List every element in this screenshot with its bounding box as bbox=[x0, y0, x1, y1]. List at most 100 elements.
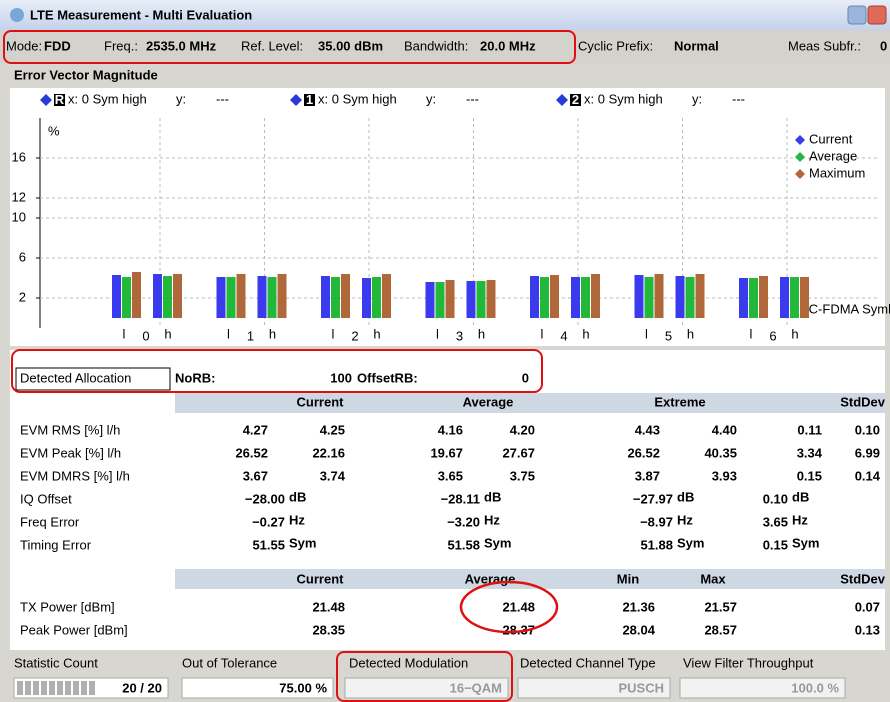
cell: 4.43 bbox=[635, 422, 660, 437]
status-field bbox=[517, 677, 671, 699]
y-tick-label: 16 bbox=[12, 149, 26, 164]
x-tick-label: l bbox=[332, 326, 335, 341]
table-header: Average bbox=[463, 394, 514, 409]
close-button[interactable] bbox=[867, 5, 887, 25]
cell: 26.52 bbox=[235, 445, 268, 460]
bar bbox=[362, 278, 371, 318]
bar bbox=[530, 276, 539, 318]
progress-segment bbox=[41, 681, 47, 695]
marker-y: --- bbox=[216, 91, 229, 106]
table-header-2 bbox=[175, 569, 885, 589]
bar bbox=[675, 276, 685, 318]
marker-y-label: y: bbox=[176, 91, 186, 106]
x-tick-label: l bbox=[227, 326, 230, 341]
table-background bbox=[10, 392, 885, 650]
row-label: EVM RMS [%] l/h bbox=[20, 422, 120, 437]
app-icon bbox=[10, 8, 24, 22]
x-group-label: 6 bbox=[769, 328, 776, 343]
info-value: 2535.0 MHz bbox=[146, 38, 217, 53]
cell: 27.67 bbox=[502, 445, 535, 460]
legend-label: Average bbox=[809, 148, 857, 163]
cell-unit: dB bbox=[677, 489, 694, 504]
info-label: Freq.: bbox=[104, 38, 138, 53]
cell: 3.75 bbox=[510, 468, 535, 483]
cell-unit: Hz bbox=[677, 512, 693, 527]
cell: 21.36 bbox=[622, 599, 655, 614]
chart-title: Error Vector Magnitude bbox=[14, 67, 158, 82]
bar bbox=[173, 274, 182, 318]
cell-unit: Hz bbox=[289, 512, 305, 527]
cell: 0.15 bbox=[763, 537, 788, 552]
cell: 3.93 bbox=[712, 468, 737, 483]
annotation-box bbox=[3, 30, 576, 64]
cell: 21.48 bbox=[312, 599, 345, 614]
cell-unit: dB bbox=[484, 489, 501, 504]
cell: 3.34 bbox=[797, 445, 823, 460]
cell: 3.65 bbox=[438, 468, 463, 483]
row-label: Freq Error bbox=[20, 514, 80, 529]
status-value: 100.0 % bbox=[791, 680, 839, 695]
bar bbox=[571, 277, 580, 318]
minimize-button[interactable] bbox=[847, 5, 867, 25]
table-header: StdDev bbox=[840, 394, 886, 409]
cell: 19.67 bbox=[430, 445, 463, 460]
cell: 0.13 bbox=[855, 622, 880, 637]
progress-segment bbox=[49, 681, 55, 695]
bar bbox=[257, 276, 267, 318]
cell: 4.25 bbox=[320, 422, 345, 437]
x-group-label: 1 bbox=[247, 328, 254, 343]
cell: 3.65 bbox=[763, 514, 788, 529]
marker-y-label: y: bbox=[692, 91, 702, 106]
cell: 22.16 bbox=[312, 445, 345, 460]
x-tick-label: l bbox=[645, 326, 648, 341]
marker-id: R bbox=[55, 92, 65, 107]
bar bbox=[581, 277, 590, 318]
bar bbox=[321, 276, 330, 318]
bar bbox=[540, 277, 549, 318]
x-tick-label: h bbox=[791, 326, 798, 341]
progress-segment bbox=[65, 681, 71, 695]
cell: −27.97 bbox=[633, 491, 673, 506]
cell: 21.57 bbox=[704, 599, 737, 614]
cell-unit: dB bbox=[792, 489, 809, 504]
progress-segment bbox=[25, 681, 31, 695]
cell: 4.16 bbox=[438, 422, 463, 437]
row-label: EVM Peak [%] l/h bbox=[20, 445, 121, 460]
marker-y-label: y: bbox=[426, 91, 436, 106]
x-tick-label: l bbox=[750, 326, 753, 341]
progress-segment bbox=[33, 681, 39, 695]
marker-id: 2 bbox=[572, 92, 579, 107]
x-tick-label: l bbox=[436, 326, 439, 341]
table-header: Min bbox=[617, 571, 639, 586]
bar bbox=[749, 278, 758, 318]
marker-icon bbox=[40, 94, 52, 106]
marker-icon bbox=[556, 94, 568, 106]
marker-y: --- bbox=[466, 91, 479, 106]
x-tick-label: h bbox=[687, 326, 694, 341]
bar bbox=[466, 281, 476, 318]
info-value: 35.00 dBm bbox=[318, 38, 383, 53]
cell: −3.20 bbox=[447, 514, 480, 529]
bar bbox=[341, 274, 350, 318]
bar bbox=[267, 277, 277, 318]
marker-x: x: 0 Sym high bbox=[68, 91, 147, 106]
cell: 28.37 bbox=[502, 622, 535, 637]
cell: 28.35 bbox=[312, 622, 345, 637]
cell-unit: Hz bbox=[792, 512, 808, 527]
y-tick-label: 10 bbox=[12, 209, 26, 224]
legend-label: Current bbox=[809, 131, 853, 146]
info-value: 0 bbox=[880, 38, 887, 53]
info-label: Ref. Level: bbox=[241, 38, 303, 53]
status-value: 75.00 % bbox=[279, 680, 327, 695]
status-value: 20 / 20 bbox=[122, 680, 162, 695]
marker-x: x: 0 Sym high bbox=[584, 91, 663, 106]
legend-swatch bbox=[795, 169, 805, 179]
cell: 4.40 bbox=[712, 422, 737, 437]
row-label: TX Power [dBm] bbox=[20, 599, 115, 614]
y-tick-label: 2 bbox=[19, 289, 26, 304]
marker-x: x: 0 Sym high bbox=[318, 91, 397, 106]
y-tick-label: 12 bbox=[12, 189, 26, 204]
bar bbox=[790, 277, 799, 318]
bar bbox=[122, 277, 131, 318]
